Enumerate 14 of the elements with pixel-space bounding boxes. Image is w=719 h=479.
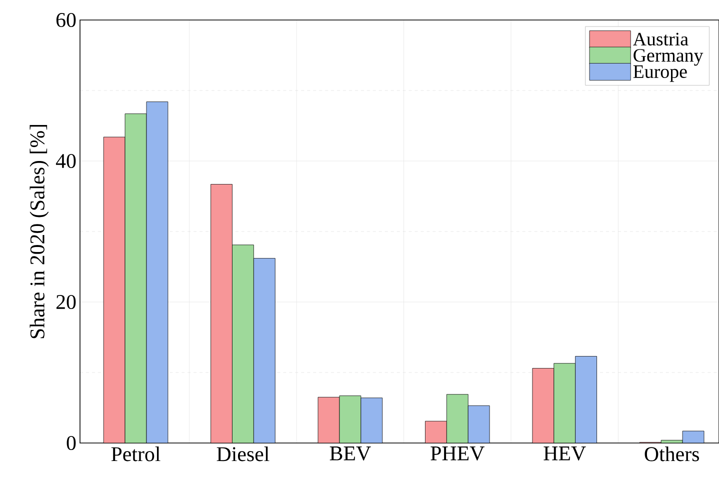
y-tick-label: 0 <box>66 436 76 450</box>
y-tick-label: 60 <box>56 12 76 28</box>
y-axis-title: Share in 2020 (Sales) [%] <box>30 124 49 338</box>
x-tick-label: BEV <box>330 446 371 461</box>
x-tick-label: Others <box>644 446 699 462</box>
legend-label: Austria <box>633 32 688 46</box>
x-tick-label: Petrol <box>111 446 160 462</box>
y-tick-label: 40 <box>56 154 76 168</box>
legend-label: Germany <box>634 49 704 66</box>
x-tick-label: PHEV <box>430 446 484 461</box>
x-tick-label: Diesel <box>216 446 270 462</box>
x-tick-label: HEV <box>544 446 586 461</box>
y-tick-label: 20 <box>56 294 76 310</box>
legend-label: Europe <box>633 65 687 82</box>
